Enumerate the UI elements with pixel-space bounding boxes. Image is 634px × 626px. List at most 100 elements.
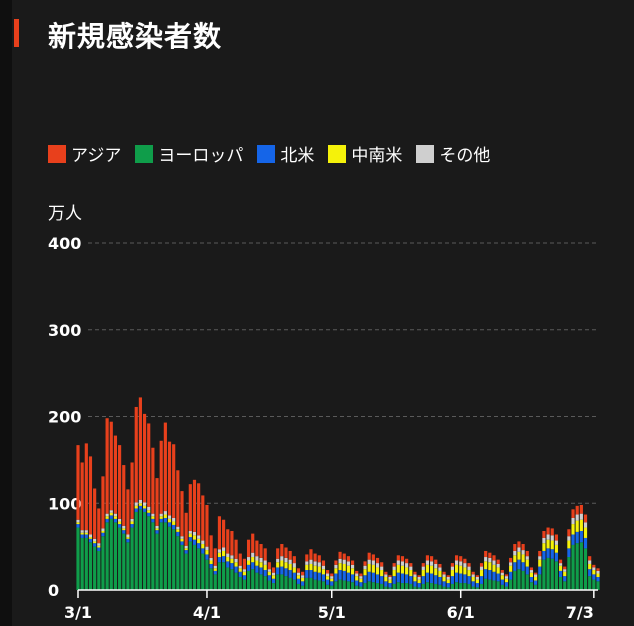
bar-segment [172, 529, 176, 590]
bar-stack [446, 575, 450, 590]
bar-segment [509, 579, 513, 590]
bar-stack [430, 556, 434, 590]
bar-segment [467, 583, 471, 590]
left-edge-strip [0, 0, 12, 626]
bar-segment [205, 504, 209, 547]
bar-stack [97, 508, 101, 590]
bar-stack [230, 531, 234, 590]
bar-segment [558, 570, 563, 577]
bar-segment [513, 562, 517, 571]
bar-segment [234, 566, 238, 573]
bar-segment [326, 584, 330, 590]
bar-segment [155, 478, 159, 526]
bar-segment [238, 553, 242, 566]
bar-segment [167, 518, 172, 523]
bar-segment [301, 581, 305, 586]
bar-segment [538, 556, 542, 560]
bar-stack [484, 550, 488, 590]
bar-segment [413, 586, 417, 590]
bar-segment [188, 531, 192, 534]
bar-stack [197, 483, 201, 590]
bar-segment [88, 534, 93, 538]
bar-segment [113, 435, 118, 514]
bar-segment [292, 563, 296, 568]
bar-segment [134, 502, 138, 506]
bar-segment [550, 558, 554, 590]
bar-segment [504, 574, 509, 577]
bar-segment [284, 568, 288, 577]
x-tick-label: 4/1 [193, 603, 221, 622]
bar-stack [330, 573, 334, 590]
bar-segment [446, 583, 450, 588]
bar-stack [222, 519, 226, 590]
bar-segment [142, 502, 147, 506]
bar-segment [500, 579, 504, 585]
legend-label-other: その他 [439, 146, 491, 166]
bar-segment [529, 572, 534, 577]
bar-segment [317, 562, 321, 567]
bar-stack [342, 553, 346, 590]
bar-segment [271, 572, 276, 576]
bar-segment [176, 526, 180, 530]
legend-label-latin-america: 中南米 [351, 146, 403, 166]
bar-segment [176, 531, 180, 537]
bar-segment [122, 528, 126, 531]
bar-segment [421, 570, 425, 577]
bar-segment [380, 570, 384, 577]
bar-segment [155, 530, 159, 534]
bar-segment [355, 573, 359, 577]
bar-segment [459, 556, 463, 562]
bar-stack [101, 476, 105, 590]
bar-segment [400, 573, 405, 584]
bar-stack [388, 575, 392, 590]
bar-segment [134, 505, 138, 509]
bar-segment [558, 576, 563, 590]
bar-segment [163, 522, 167, 590]
bar-segment [122, 525, 126, 529]
bar-stack [392, 563, 396, 590]
bar-stack [450, 563, 454, 590]
bar-stack [246, 539, 251, 590]
bar-stack [371, 554, 375, 590]
bar-segment [255, 572, 259, 590]
bar-stack [284, 547, 288, 590]
bar-segment [288, 550, 292, 560]
bar-segment [288, 570, 292, 578]
bar-segment [213, 568, 217, 571]
bar-segment [592, 564, 596, 568]
bar-segment [317, 566, 321, 573]
bar-stack [375, 557, 380, 590]
bar-segment [305, 561, 309, 565]
bar-segment [217, 562, 222, 590]
bar-segment [276, 558, 280, 563]
bar-segment [101, 476, 105, 529]
bar-segment [525, 574, 529, 590]
bar-segment [529, 567, 534, 571]
bar-segment [138, 499, 142, 504]
bar-segment [222, 519, 226, 548]
bar-segment [163, 511, 167, 515]
bar-segment [113, 516, 118, 519]
y-tick-label: 300 [48, 321, 81, 340]
bar-segment [184, 545, 188, 549]
bar-stack [417, 575, 421, 590]
bar-segment [163, 514, 167, 518]
bar-segment [467, 563, 471, 567]
bar-segment [284, 557, 288, 563]
bar-segment [388, 576, 392, 580]
bar-segment [392, 583, 396, 590]
bar-segment [546, 534, 550, 540]
y-tick-label: 100 [48, 494, 81, 513]
bar-segment [267, 580, 271, 590]
bar-stack [583, 514, 588, 590]
bar-segment [246, 560, 251, 565]
bar-segment [155, 525, 159, 529]
bar-stack [172, 444, 176, 590]
x-tick-label: 6/1 [447, 603, 475, 622]
bar-segment [201, 544, 205, 549]
bar-stack [217, 516, 222, 590]
bar-segment [430, 556, 434, 562]
bar-segment [380, 562, 384, 567]
bar-segment [413, 571, 417, 575]
bar-stack [355, 570, 359, 590]
